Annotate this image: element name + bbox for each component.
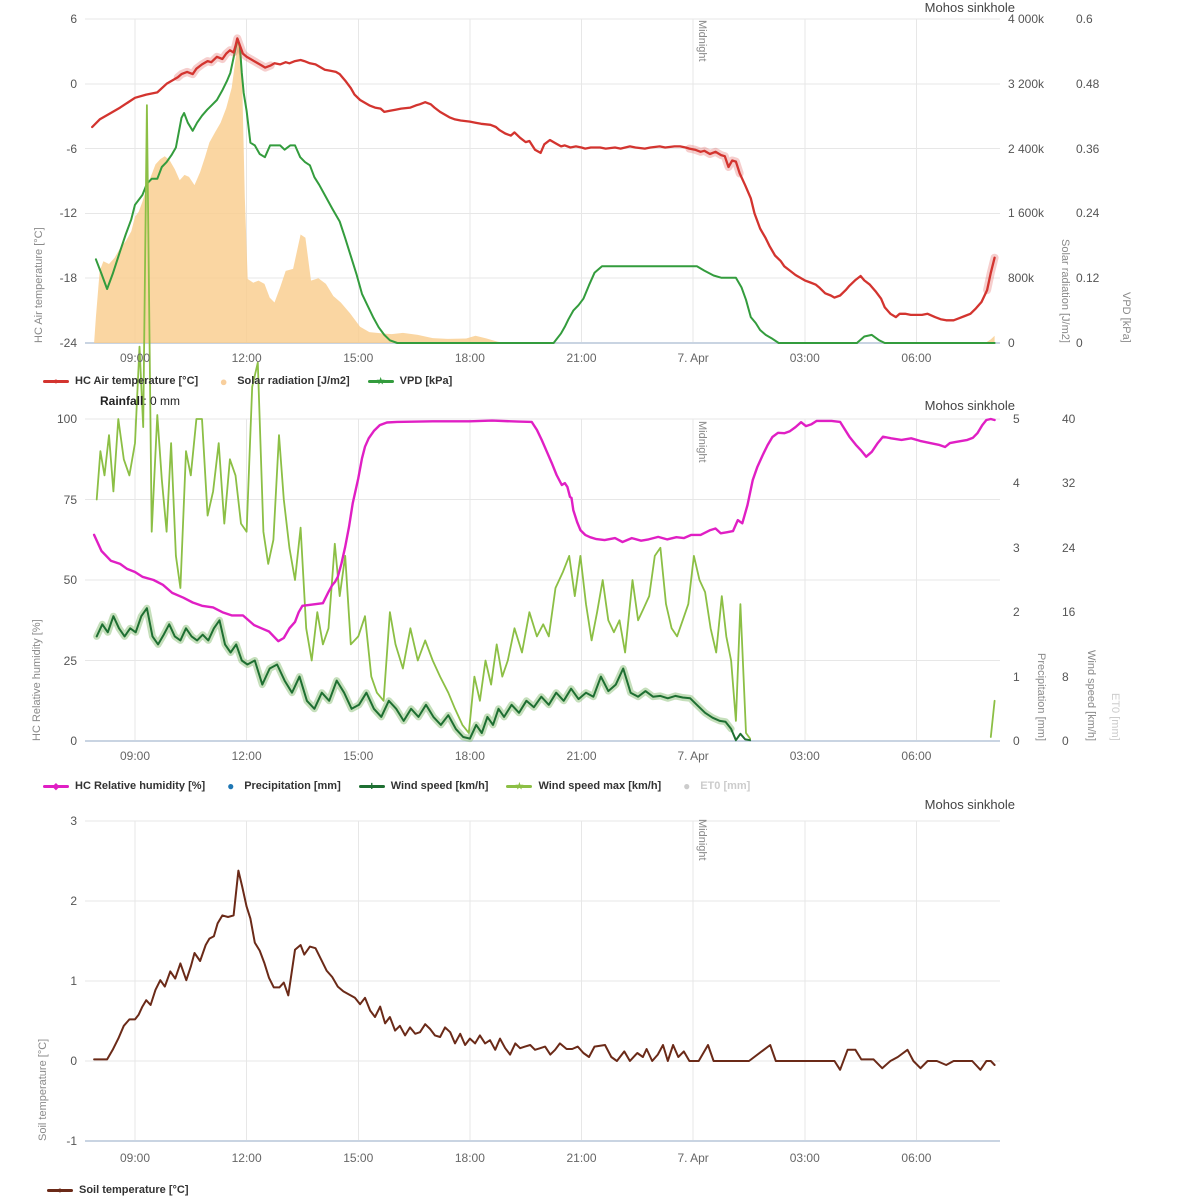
legend-item[interactable]: + Wind speed [km/h] bbox=[358, 779, 489, 793]
legend-glyph-icon: + bbox=[368, 779, 376, 793]
legend-label: ET0 [mm] bbox=[700, 780, 751, 792]
soil-temperature-line bbox=[93, 869, 996, 1071]
chart3-station-title: Mohos sinkhole bbox=[924, 797, 1015, 812]
legend-glyph-icon: ★ bbox=[515, 780, 524, 791]
legend-glyph-icon: ● bbox=[57, 1184, 63, 1195]
relative-humidity-line bbox=[92, 417, 996, 643]
legend-item[interactable]: ● Solar radiation [J/m2] bbox=[216, 374, 350, 388]
wind-speed-line bbox=[95, 607, 752, 742]
legend-label: Wind speed max [km/h] bbox=[538, 780, 662, 792]
legend-series-marker-icon: ● bbox=[216, 374, 231, 388]
solar-radiation-area bbox=[94, 38, 995, 344]
legend-glyph-icon: ★ bbox=[376, 375, 385, 386]
legend-series-marker-icon: ★ bbox=[367, 374, 394, 388]
legend-label: Solar radiation [J/m2] bbox=[237, 375, 350, 387]
wind-speed-max-line bbox=[95, 104, 751, 740]
rainfall-label: Rainfall bbox=[100, 394, 144, 408]
air-temperature-chart bbox=[85, 18, 1000, 344]
legend-series-marker-icon: + bbox=[358, 779, 385, 793]
legend-glyph-icon: ● bbox=[227, 779, 235, 793]
legend-item[interactable]: ● HC Air temperature [°C] bbox=[43, 374, 198, 388]
legend-item[interactable]: ★ Wind speed max [km/h] bbox=[506, 779, 661, 793]
legend-glyph-icon: ● bbox=[53, 375, 59, 386]
legend-line-icon bbox=[43, 784, 69, 788]
legend-item[interactable]: ★ VPD [kPa] bbox=[367, 374, 453, 388]
legend-item[interactable]: ● Precipitation [mm] bbox=[223, 779, 341, 793]
vpd-line bbox=[94, 38, 996, 344]
midnight-label-1: Midnight bbox=[696, 20, 708, 62]
legend-label: Precipitation [mm] bbox=[244, 780, 341, 792]
midnight-label-2: Midnight bbox=[696, 421, 708, 463]
wind-speed-max-line bbox=[989, 699, 996, 738]
legend-series-marker-icon: ◆ bbox=[43, 779, 69, 793]
rainfall-summary: Rainfall: 0 mm bbox=[100, 394, 180, 408]
legend-label: HC Air temperature [°C] bbox=[75, 375, 199, 387]
legend-series-marker-icon: ● bbox=[223, 779, 238, 793]
humidity-wind-chart bbox=[85, 104, 1000, 743]
humidity-wind-chart-legend: ◆ HC Relative humidity [%] ● Precipitation … bbox=[43, 779, 750, 793]
legend-line-icon bbox=[358, 784, 385, 788]
legend-line-icon bbox=[506, 784, 533, 788]
legend-series-marker-icon: ● bbox=[43, 374, 69, 388]
legend-glyph-icon: ● bbox=[683, 779, 691, 793]
chart1-station-title: Mohos sinkhole bbox=[924, 0, 1015, 15]
wind-speed-confidence-band bbox=[93, 604, 735, 743]
legend-label: HC Relative humidity [%] bbox=[75, 780, 206, 792]
legend-line-icon bbox=[43, 379, 69, 383]
soil-temperature-chart-legend: ● Soil temperature [°C] bbox=[47, 1183, 189, 1197]
midnight-label-3: Midnight bbox=[696, 819, 708, 861]
rainfall-value: : 0 mm bbox=[143, 394, 181, 408]
chart2-station-title: Mohos sinkhole bbox=[924, 398, 1015, 413]
legend-series-marker-icon: ● bbox=[47, 1183, 73, 1197]
legend-series-marker-icon: ★ bbox=[506, 779, 533, 793]
air-temperature-line bbox=[91, 37, 996, 322]
legend-line-icon bbox=[47, 1188, 73, 1192]
legend-label: VPD [kPa] bbox=[399, 375, 453, 387]
legend-label: Soil temperature [°C] bbox=[79, 1184, 189, 1196]
soil-temperature-chart bbox=[85, 820, 1000, 1142]
legend-line-icon bbox=[367, 379, 394, 383]
legend-item[interactable]: ◆ HC Relative humidity [%] bbox=[43, 779, 205, 793]
legend-series-marker-icon: ● bbox=[679, 779, 694, 793]
legend-item[interactable]: ● ET0 [mm] bbox=[679, 779, 750, 793]
legend-glyph-icon: ◆ bbox=[52, 780, 60, 791]
legend-glyph-icon: ● bbox=[219, 373, 228, 389]
air-temperature-chart-legend: ● HC Air temperature [°C] ● Solar radiation… bbox=[43, 374, 452, 388]
legend-item[interactable]: ● Soil temperature [°C] bbox=[47, 1183, 189, 1197]
legend-label: Wind speed [km/h] bbox=[390, 780, 489, 792]
